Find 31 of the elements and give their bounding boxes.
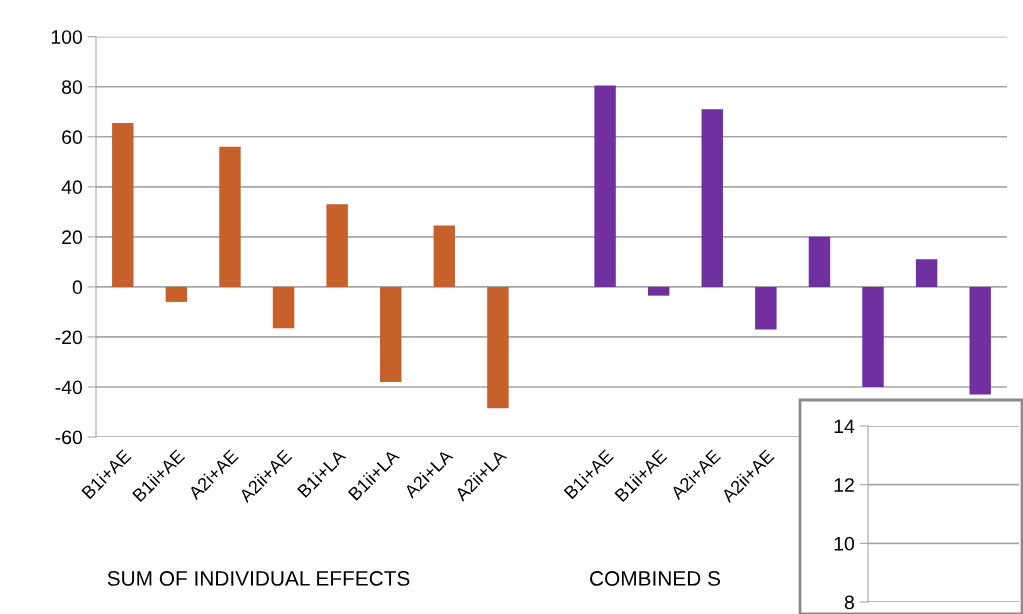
- y-tick-label: -40: [55, 380, 83, 395]
- y-tick-label: 40: [61, 180, 83, 195]
- bar: [326, 204, 348, 287]
- bar: [165, 286, 188, 302]
- y-tick-label: 100: [51, 30, 83, 44]
- bar: [112, 123, 134, 287]
- bar: [808, 236, 831, 287]
- y-tick-label: 80: [62, 80, 83, 94]
- bar: [433, 225, 456, 287]
- y-tick-label: 10: [834, 536, 855, 551]
- bar: [701, 109, 723, 287]
- y-tick-label: 8: [844, 595, 854, 610]
- bar: [380, 286, 402, 382]
- text: COMBINED S: [590, 571, 721, 586]
- y-tick-label: 14: [834, 419, 855, 434]
- y-tick-label: -60: [55, 430, 83, 445]
- bar: [862, 286, 884, 387]
- y-tick-label: 12: [834, 478, 854, 492]
- text: SUM OF INDIVIDUAL EFFECTS: [107, 571, 410, 586]
- y-tick-label: 20: [62, 230, 83, 245]
- bar: [915, 259, 938, 287]
- y-tick-label: 0: [72, 280, 83, 295]
- bar: [272, 286, 295, 329]
- bar: [487, 286, 509, 409]
- y-tick-label: -20: [55, 330, 83, 345]
- y-tick-label: 60: [62, 130, 83, 145]
- bar: [647, 286, 670, 296]
- bar: [594, 85, 616, 287]
- bar: [969, 286, 991, 395]
- bar: [755, 286, 777, 330]
- bar: [219, 146, 241, 287]
